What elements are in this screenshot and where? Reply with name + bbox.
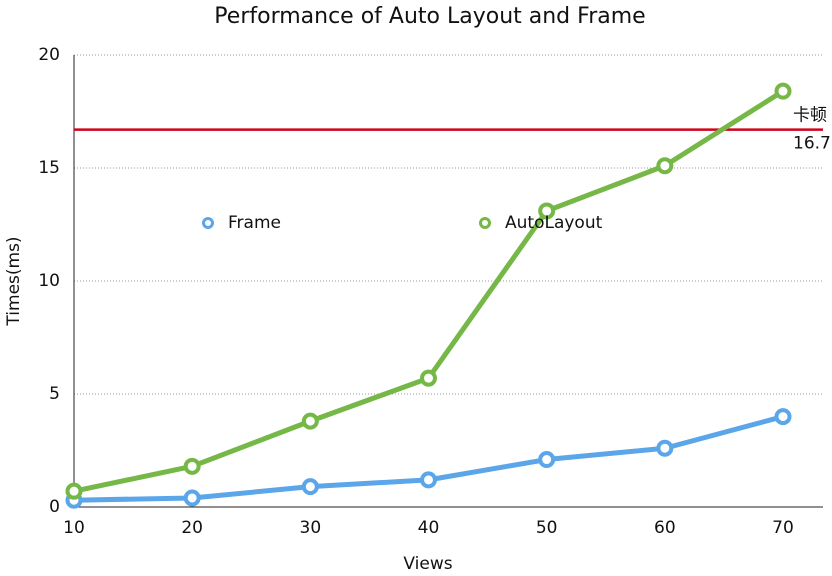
- x-tick-label: 10: [63, 518, 85, 538]
- point: [301, 478, 319, 496]
- x-tick-label: 70: [772, 518, 794, 538]
- point: [301, 412, 319, 430]
- series-line: [73, 89, 785, 494]
- legend-marker: [202, 217, 214, 229]
- x-tick-label: 30: [300, 518, 322, 538]
- x-tick-label: 20: [181, 518, 203, 538]
- point: [538, 451, 556, 469]
- reference-value: 16.7: [793, 134, 831, 154]
- chart-title: Performance of Auto Layout and Frame: [214, 4, 645, 29]
- legend-marker: [479, 217, 491, 229]
- y-axis-label: Times(ms): [4, 236, 24, 326]
- y-tick-label: 0: [49, 497, 60, 517]
- y-tick-label: 10: [38, 271, 60, 291]
- y-tick-label: 5: [49, 384, 60, 404]
- y-tick-label: 15: [38, 158, 60, 178]
- point: [656, 157, 674, 175]
- x-axis-label: Views: [403, 554, 452, 574]
- x-tick-label: 50: [536, 518, 558, 538]
- x-tick-label: 40: [418, 518, 440, 538]
- reference-label: 卡顿: [793, 106, 827, 126]
- point: [538, 202, 556, 220]
- point: [420, 471, 437, 489]
- point: [774, 82, 792, 100]
- point: [420, 369, 437, 387]
- point: [183, 457, 201, 475]
- point: [65, 482, 83, 500]
- legend-label: Frame: [228, 213, 281, 233]
- y-tick-label: 20: [38, 45, 60, 65]
- x-tick-label: 60: [654, 518, 676, 538]
- point: [656, 439, 674, 457]
- point: [774, 408, 792, 426]
- legend-label: AutoLayout: [505, 213, 603, 233]
- point: [183, 489, 201, 507]
